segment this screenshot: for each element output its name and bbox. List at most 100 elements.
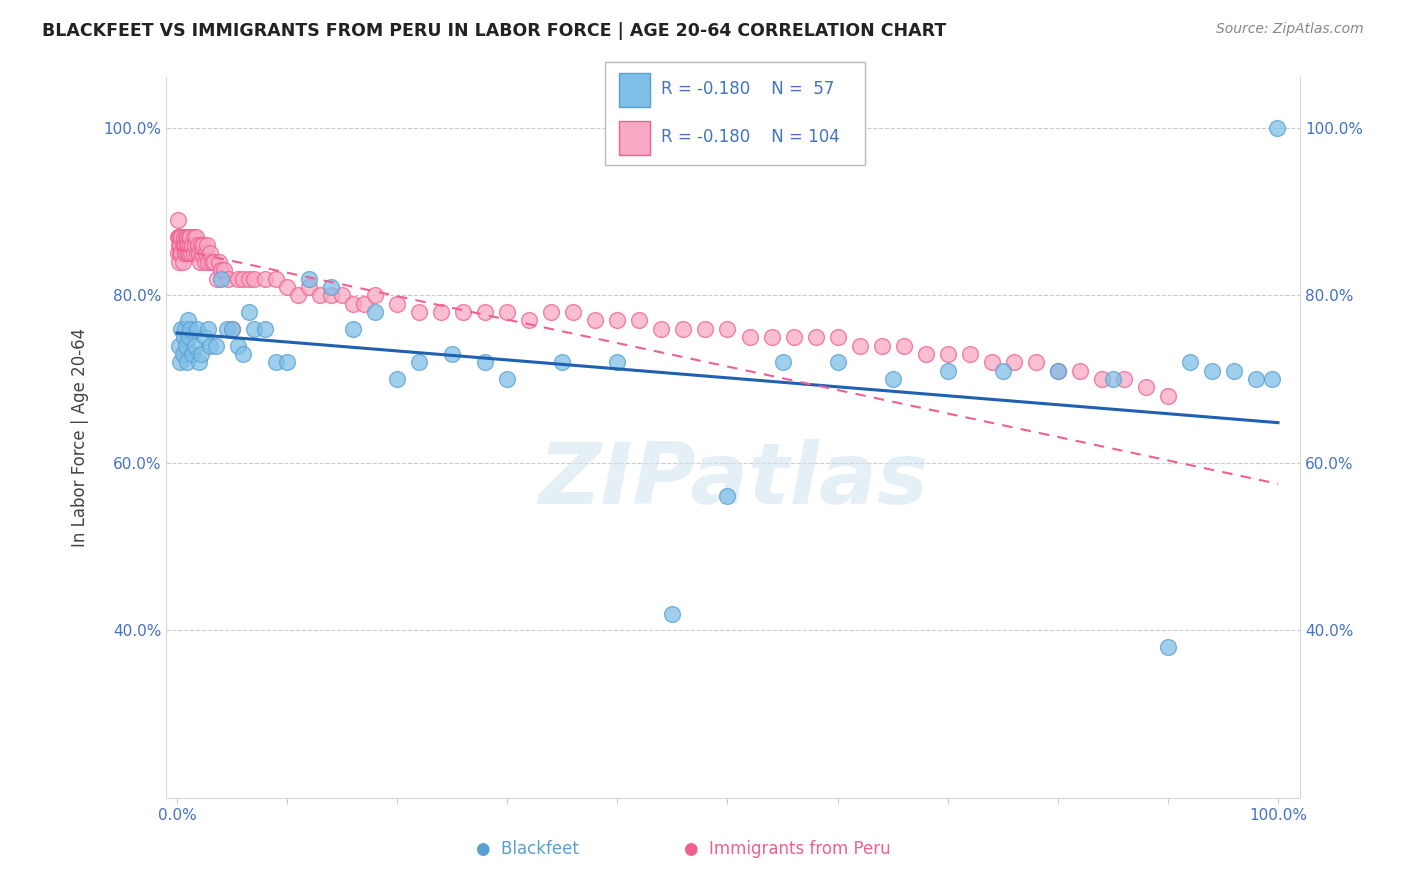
Point [174, 229, 197, 244]
Point [364, 305, 387, 319]
Point [198, 246, 221, 260]
Point [209, 271, 232, 285]
Text: BLACKFEET VS IMMIGRANTS FROM PERU IN LABOR FORCE | AGE 20-64 CORRELATION CHART: BLACKFEET VS IMMIGRANTS FROM PERU IN LAB… [42, 22, 946, 40]
Point [606, 355, 628, 369]
Point [264, 355, 287, 369]
Point [309, 288, 332, 302]
Point [209, 263, 232, 277]
Text: ●  Immigrants from Peru: ● Immigrants from Peru [685, 840, 890, 858]
Point [177, 238, 200, 252]
Point [167, 213, 190, 227]
Point [198, 338, 221, 352]
Point [172, 347, 194, 361]
Point [342, 296, 364, 310]
Point [517, 313, 540, 327]
Point [243, 271, 266, 285]
Point [226, 338, 249, 352]
Point [716, 322, 738, 336]
Point [172, 254, 194, 268]
Text: ●  Blackfeet: ● Blackfeet [475, 840, 579, 858]
Point [173, 246, 195, 260]
Point [1002, 355, 1025, 369]
Point [782, 330, 804, 344]
Point [173, 238, 195, 252]
Point [848, 338, 870, 352]
Point [186, 322, 208, 336]
Point [188, 254, 211, 268]
Point [201, 254, 224, 268]
Point [167, 246, 190, 260]
Point [330, 288, 353, 302]
Point [243, 322, 266, 336]
Point [1261, 372, 1284, 386]
Point [221, 322, 243, 336]
Point [177, 313, 200, 327]
Point [827, 355, 849, 369]
Point [174, 246, 197, 260]
Point [408, 305, 430, 319]
Point [761, 330, 783, 344]
Point [170, 322, 193, 336]
Point [179, 330, 201, 344]
Point [215, 322, 238, 336]
Point [188, 355, 211, 369]
Point [217, 271, 239, 285]
Point [1265, 120, 1288, 135]
Point [772, 355, 794, 369]
Point [176, 238, 198, 252]
Point [408, 355, 430, 369]
Point [179, 322, 201, 336]
Point [1135, 380, 1157, 394]
Point [177, 246, 200, 260]
Point [204, 338, 226, 352]
Y-axis label: In Labor Force | Age 20-64: In Labor Force | Age 20-64 [72, 328, 89, 548]
Point [204, 254, 226, 268]
Point [551, 355, 574, 369]
Point [176, 229, 198, 244]
Point [387, 372, 409, 386]
Point [562, 305, 585, 319]
Point [628, 313, 651, 327]
Point [254, 271, 277, 285]
Point [914, 347, 936, 361]
Point [181, 238, 204, 252]
Point [540, 305, 562, 319]
Point [167, 254, 190, 268]
Point [179, 246, 201, 260]
Point [214, 263, 236, 277]
Point [1069, 364, 1091, 378]
Point [205, 271, 228, 285]
Point [238, 305, 260, 319]
Point [183, 246, 205, 260]
Point [172, 238, 194, 252]
Point [387, 296, 409, 310]
Point [804, 330, 827, 344]
Point [827, 330, 849, 344]
Point [173, 330, 195, 344]
Point [179, 229, 201, 244]
Point [474, 305, 496, 319]
Point [193, 330, 215, 344]
Text: ZIPatlas: ZIPatlas [538, 440, 928, 523]
Point [190, 238, 212, 252]
Point [180, 246, 202, 260]
Point [936, 347, 959, 361]
Point [195, 238, 218, 252]
Point [170, 229, 193, 244]
Point [496, 305, 519, 319]
Point [167, 229, 190, 244]
Point [276, 280, 298, 294]
Point [183, 229, 205, 244]
Point [190, 347, 212, 361]
Point [1157, 640, 1180, 655]
Point [496, 372, 519, 386]
Point [430, 305, 453, 319]
Point [193, 254, 215, 268]
Text: R = -0.180    N = 104: R = -0.180 N = 104 [661, 128, 839, 146]
Point [188, 246, 211, 260]
Point [254, 322, 277, 336]
Point [169, 238, 191, 252]
Point [167, 238, 190, 252]
Point [1244, 372, 1267, 386]
Point [176, 355, 198, 369]
